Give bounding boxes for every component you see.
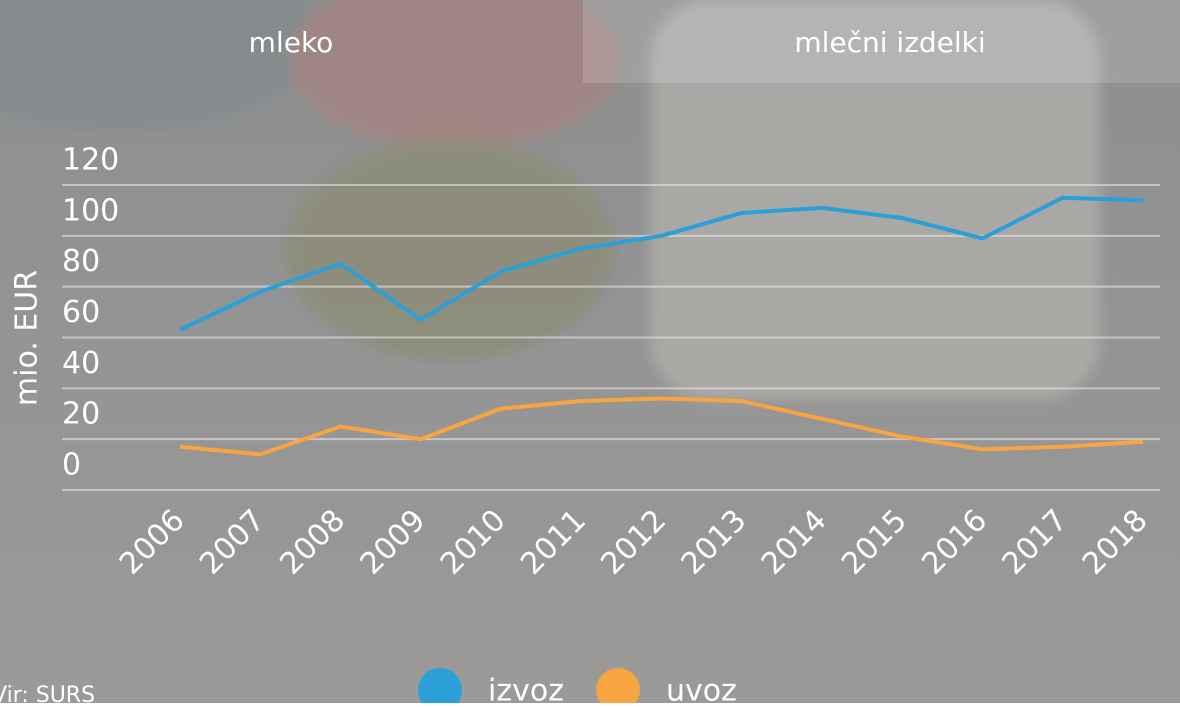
y-tick-label: 60 <box>62 295 100 330</box>
legend-swatch <box>418 668 462 707</box>
legend-label: uvoz <box>666 674 737 704</box>
tab[interactable]: mleko <box>249 26 334 59</box>
tab[interactable]: mlečni izdelki <box>794 26 985 59</box>
y-tick-label: 80 <box>62 244 100 279</box>
y-tick-label: 120 <box>62 143 119 178</box>
legend-label: izvoz <box>488 674 564 704</box>
y-axis-label: mio. EUR <box>10 270 45 406</box>
line-series <box>179 396 1144 457</box>
y-tick-label: 0 <box>62 448 81 483</box>
legend-swatch <box>596 668 640 707</box>
y-tick-label: 40 <box>62 346 100 381</box>
y-tick-label: 100 <box>62 193 119 228</box>
tab-active-bg <box>583 0 1180 83</box>
y-tick-label: 20 <box>62 397 100 432</box>
line-series <box>179 195 1144 332</box>
source: Vir: SURS <box>0 683 95 703</box>
